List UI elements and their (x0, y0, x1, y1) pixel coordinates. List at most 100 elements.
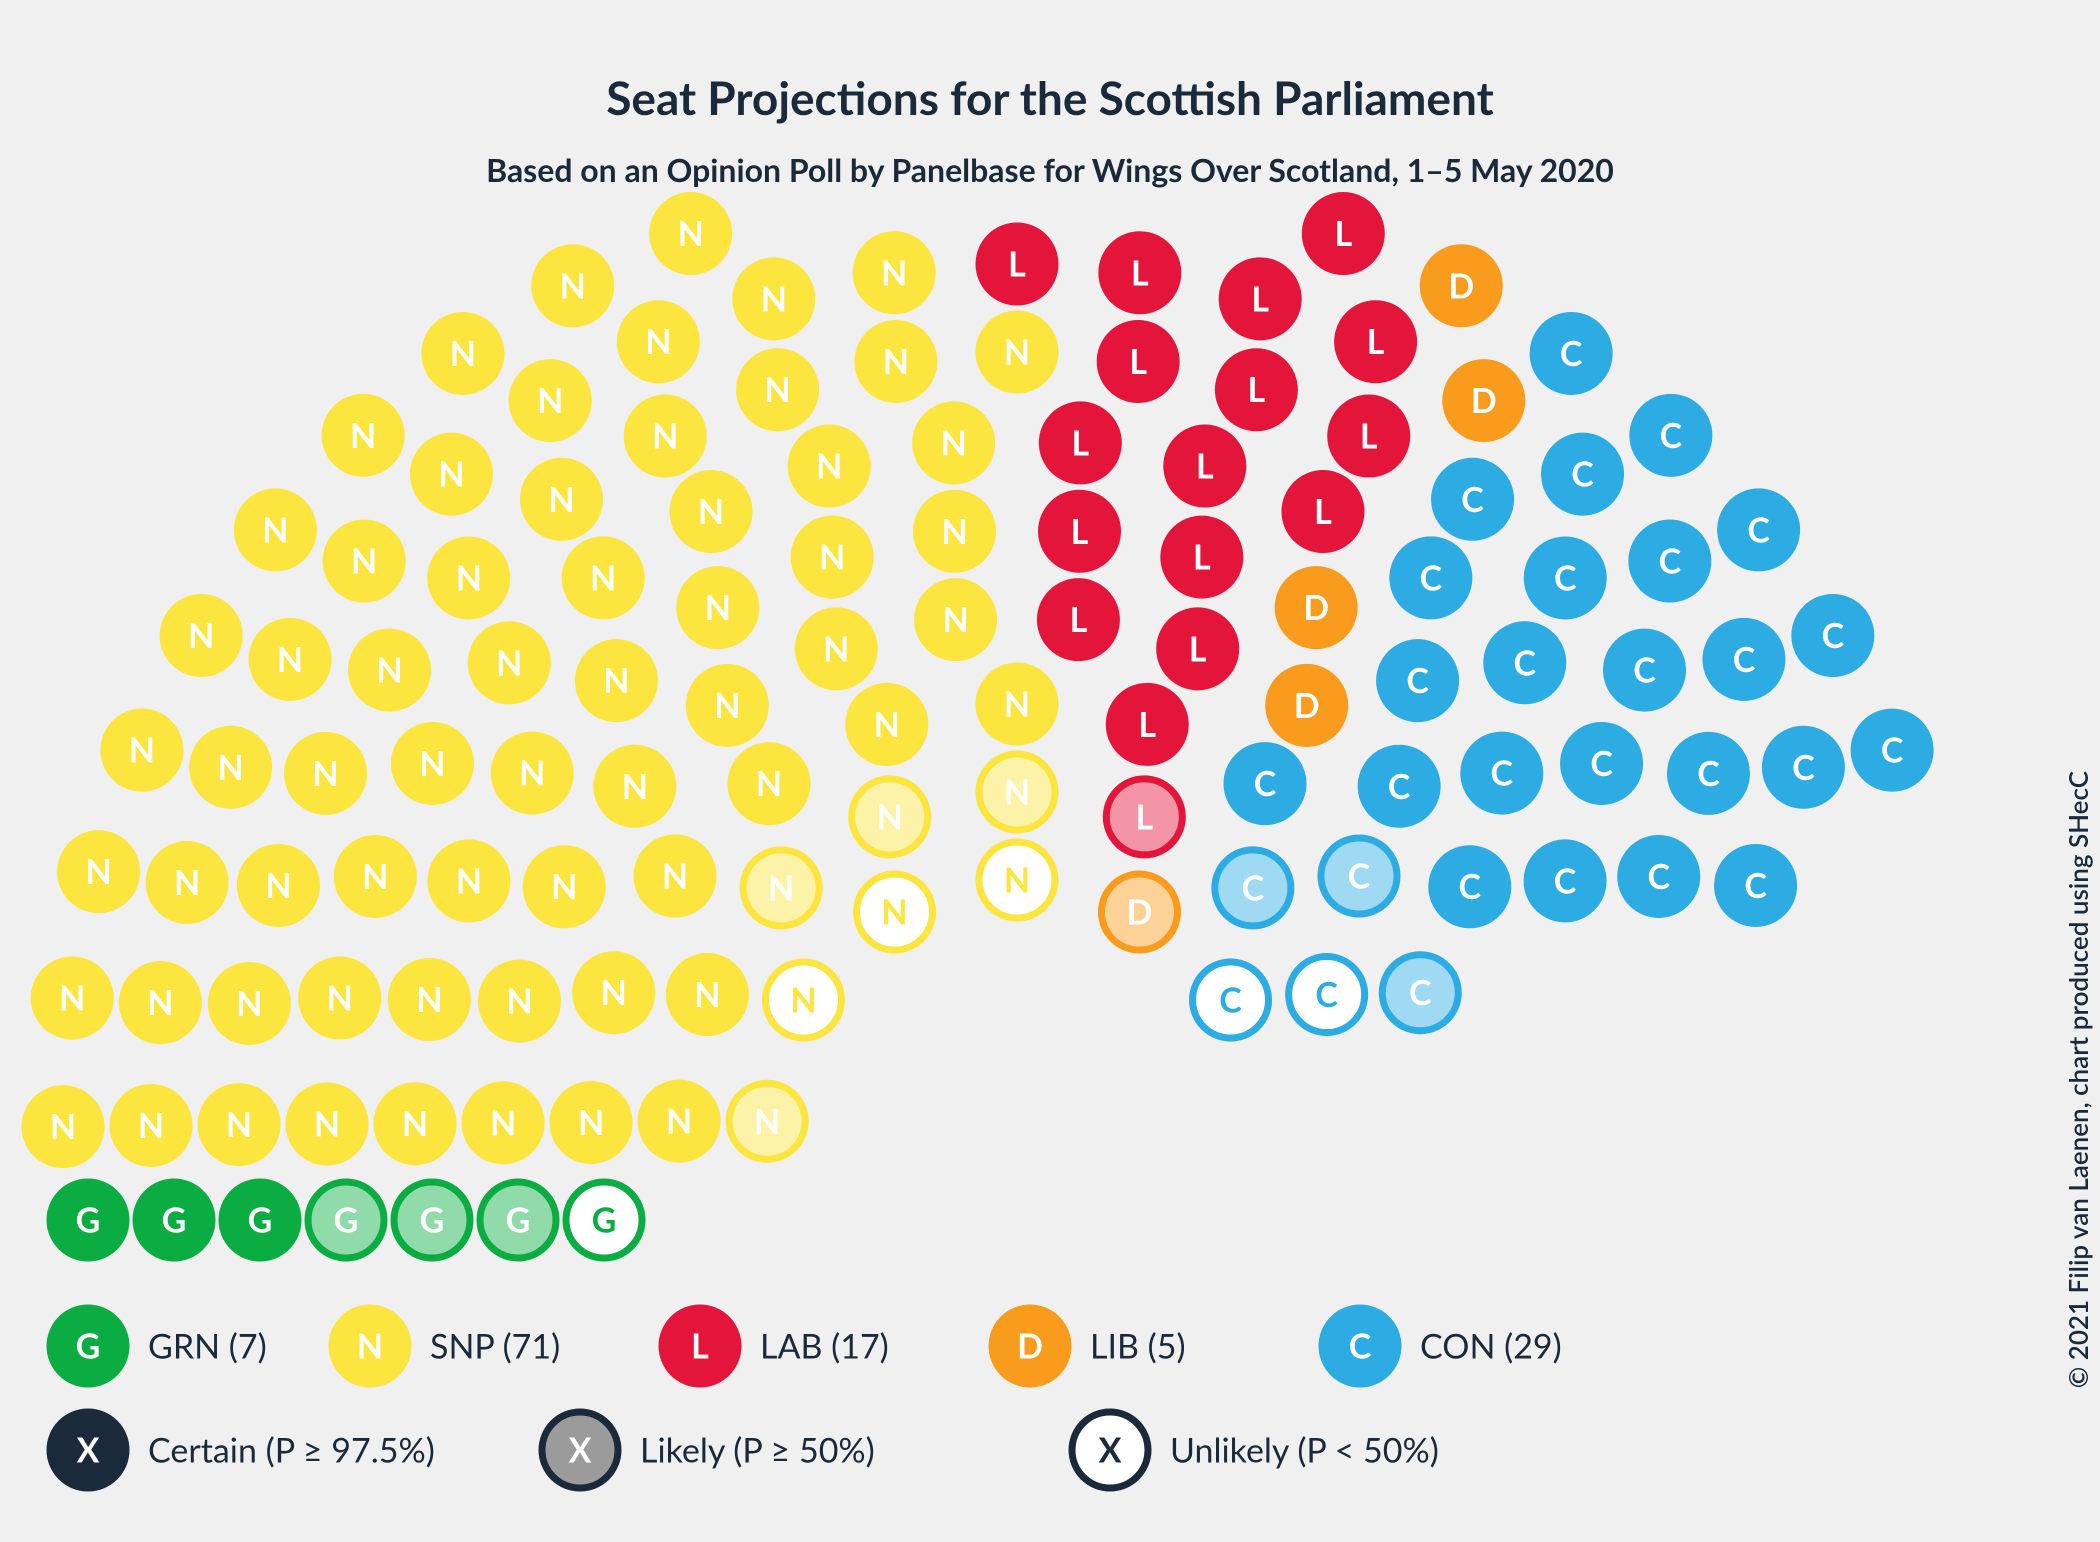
svg-text:N: N (756, 763, 782, 804)
seat-grn-likely: G (480, 1182, 556, 1258)
seat-con-certain: C (1380, 643, 1456, 719)
svg-text:N: N (438, 454, 464, 495)
svg-text:N: N (765, 369, 791, 410)
svg-text:C: C (1560, 333, 1583, 374)
svg-text:N: N (560, 265, 586, 306)
svg-text:C: C (1554, 557, 1577, 598)
svg-text:C: C (1881, 730, 1904, 771)
seat-con-certain: C (1564, 725, 1640, 801)
svg-text:N: N (652, 416, 678, 457)
svg-text:N: N (662, 856, 688, 897)
seat-con-certain: C (1795, 597, 1871, 673)
svg-text:C: C (1697, 753, 1720, 794)
svg-text:N: N (941, 422, 967, 463)
seat-lab-certain: L (1040, 582, 1116, 658)
legend-certainty-label-certain: Certain (P ≥ 97.5%) (148, 1430, 435, 1471)
seat-snp-certain: N (641, 1083, 717, 1159)
svg-text:N: N (314, 1103, 340, 1144)
svg-text:L: L (1129, 341, 1147, 382)
seat-snp-certain: N (669, 957, 745, 1033)
legend-party-label-con: CON (29) (1420, 1326, 1562, 1367)
svg-text:C: C (1590, 743, 1613, 784)
svg-text:X: X (569, 1430, 592, 1471)
svg-text:N: N (1004, 860, 1030, 901)
svg-text:N: N (519, 753, 545, 794)
seat-lab-certain: L (1164, 519, 1240, 595)
seat-snp-certain: N (673, 474, 749, 550)
legend-party-label-lib: LIB (5) (1090, 1326, 1186, 1367)
seat-snp-certain: N (113, 1087, 189, 1163)
svg-text:N: N (877, 796, 903, 837)
legend-party-lab: L (662, 1308, 738, 1384)
seat-snp-certain: N (523, 461, 599, 537)
svg-text:C: C (1254, 763, 1277, 804)
svg-text:N: N (678, 213, 704, 254)
seat-con-unlikely: C (1193, 962, 1269, 1038)
seat-lib-certain: D (1278, 570, 1354, 646)
seat-con-certain: C (1621, 838, 1697, 914)
svg-text:N: N (496, 642, 522, 683)
seat-con-likely: C (1382, 955, 1458, 1031)
svg-text:N: N (236, 983, 262, 1024)
svg-text:G: G (76, 1200, 101, 1241)
svg-text:N: N (416, 979, 442, 1020)
seat-snp-certain: N (689, 667, 765, 743)
seat-snp-certain: N (481, 963, 557, 1039)
svg-text:C: C (1744, 865, 1767, 906)
seat-snp-certain: N (302, 960, 378, 1036)
seat-snp-certain: N (391, 961, 467, 1037)
seat-snp-certain: N (791, 428, 867, 504)
seat-snp-certain: N (252, 621, 328, 697)
svg-text:G: G (76, 1326, 101, 1367)
svg-text:N: N (694, 974, 720, 1015)
seat-snp-certain: N (237, 492, 313, 568)
seat-snp-certain: N (425, 315, 501, 391)
seat-snp-certain: N (979, 314, 1055, 390)
seat-snp-likely: N (743, 850, 819, 926)
seat-snp-certain: N (858, 323, 934, 399)
svg-text:N: N (138, 1105, 164, 1146)
seat-lab-certain: L (1338, 304, 1414, 380)
seat-snp-unlikely: N (765, 962, 841, 1038)
svg-text:L: L (1367, 321, 1385, 362)
seat-lab-certain: L (1305, 196, 1381, 272)
svg-text:N: N (174, 862, 200, 903)
svg-text:N: N (312, 753, 338, 794)
svg-text:N: N (147, 982, 173, 1023)
page-root: Seat Projections for the Scottish Parlia… (0, 0, 2100, 1542)
svg-text:N: N (218, 747, 244, 788)
legend-certainty-unlikely: X (1072, 1412, 1148, 1488)
svg-text:D: D (1471, 380, 1497, 421)
seat-snp-certain: N (193, 729, 269, 805)
seat-con-unlikely: C (1289, 957, 1365, 1033)
svg-text:C: C (1388, 766, 1411, 807)
svg-text:G: G (162, 1200, 187, 1241)
seat-con-certain: C (1432, 849, 1508, 925)
seat-con-certain: C (1545, 436, 1621, 512)
seat-grn-certain: G (50, 1182, 126, 1258)
svg-text:N: N (816, 446, 842, 487)
svg-text:C: C (1571, 454, 1594, 495)
svg-text:N: N (265, 865, 291, 906)
svg-text:N: N (450, 333, 476, 374)
svg-text:L: L (1135, 796, 1153, 837)
svg-text:L: L (1314, 491, 1332, 532)
seat-lab-certain: L (1160, 611, 1236, 687)
seat-con-certain: C (1464, 735, 1540, 811)
seat-con-likely: C (1321, 838, 1397, 914)
svg-text:C: C (1792, 747, 1815, 788)
hemicycle-chart: GGGGGGGNNNNNNNNNNNNNNNNNNNNNNNNNNNNNNNNN… (0, 0, 2100, 1542)
seat-con-certain: C (1527, 843, 1603, 919)
svg-text:X: X (77, 1430, 100, 1471)
seat-snp-certain: N (337, 838, 413, 914)
seat-lab-certain: L (1218, 352, 1294, 428)
seat-snp-certain: N (413, 436, 489, 512)
seat-snp-certain: N (512, 363, 588, 439)
svg-text:D: D (1303, 587, 1329, 628)
svg-text:L: L (1334, 213, 1352, 254)
seat-con-certain: C (1533, 315, 1609, 391)
svg-text:C: C (1491, 753, 1514, 794)
seat-snp-likely: N (852, 779, 928, 855)
svg-text:D: D (1294, 685, 1320, 726)
svg-text:N: N (819, 537, 845, 578)
